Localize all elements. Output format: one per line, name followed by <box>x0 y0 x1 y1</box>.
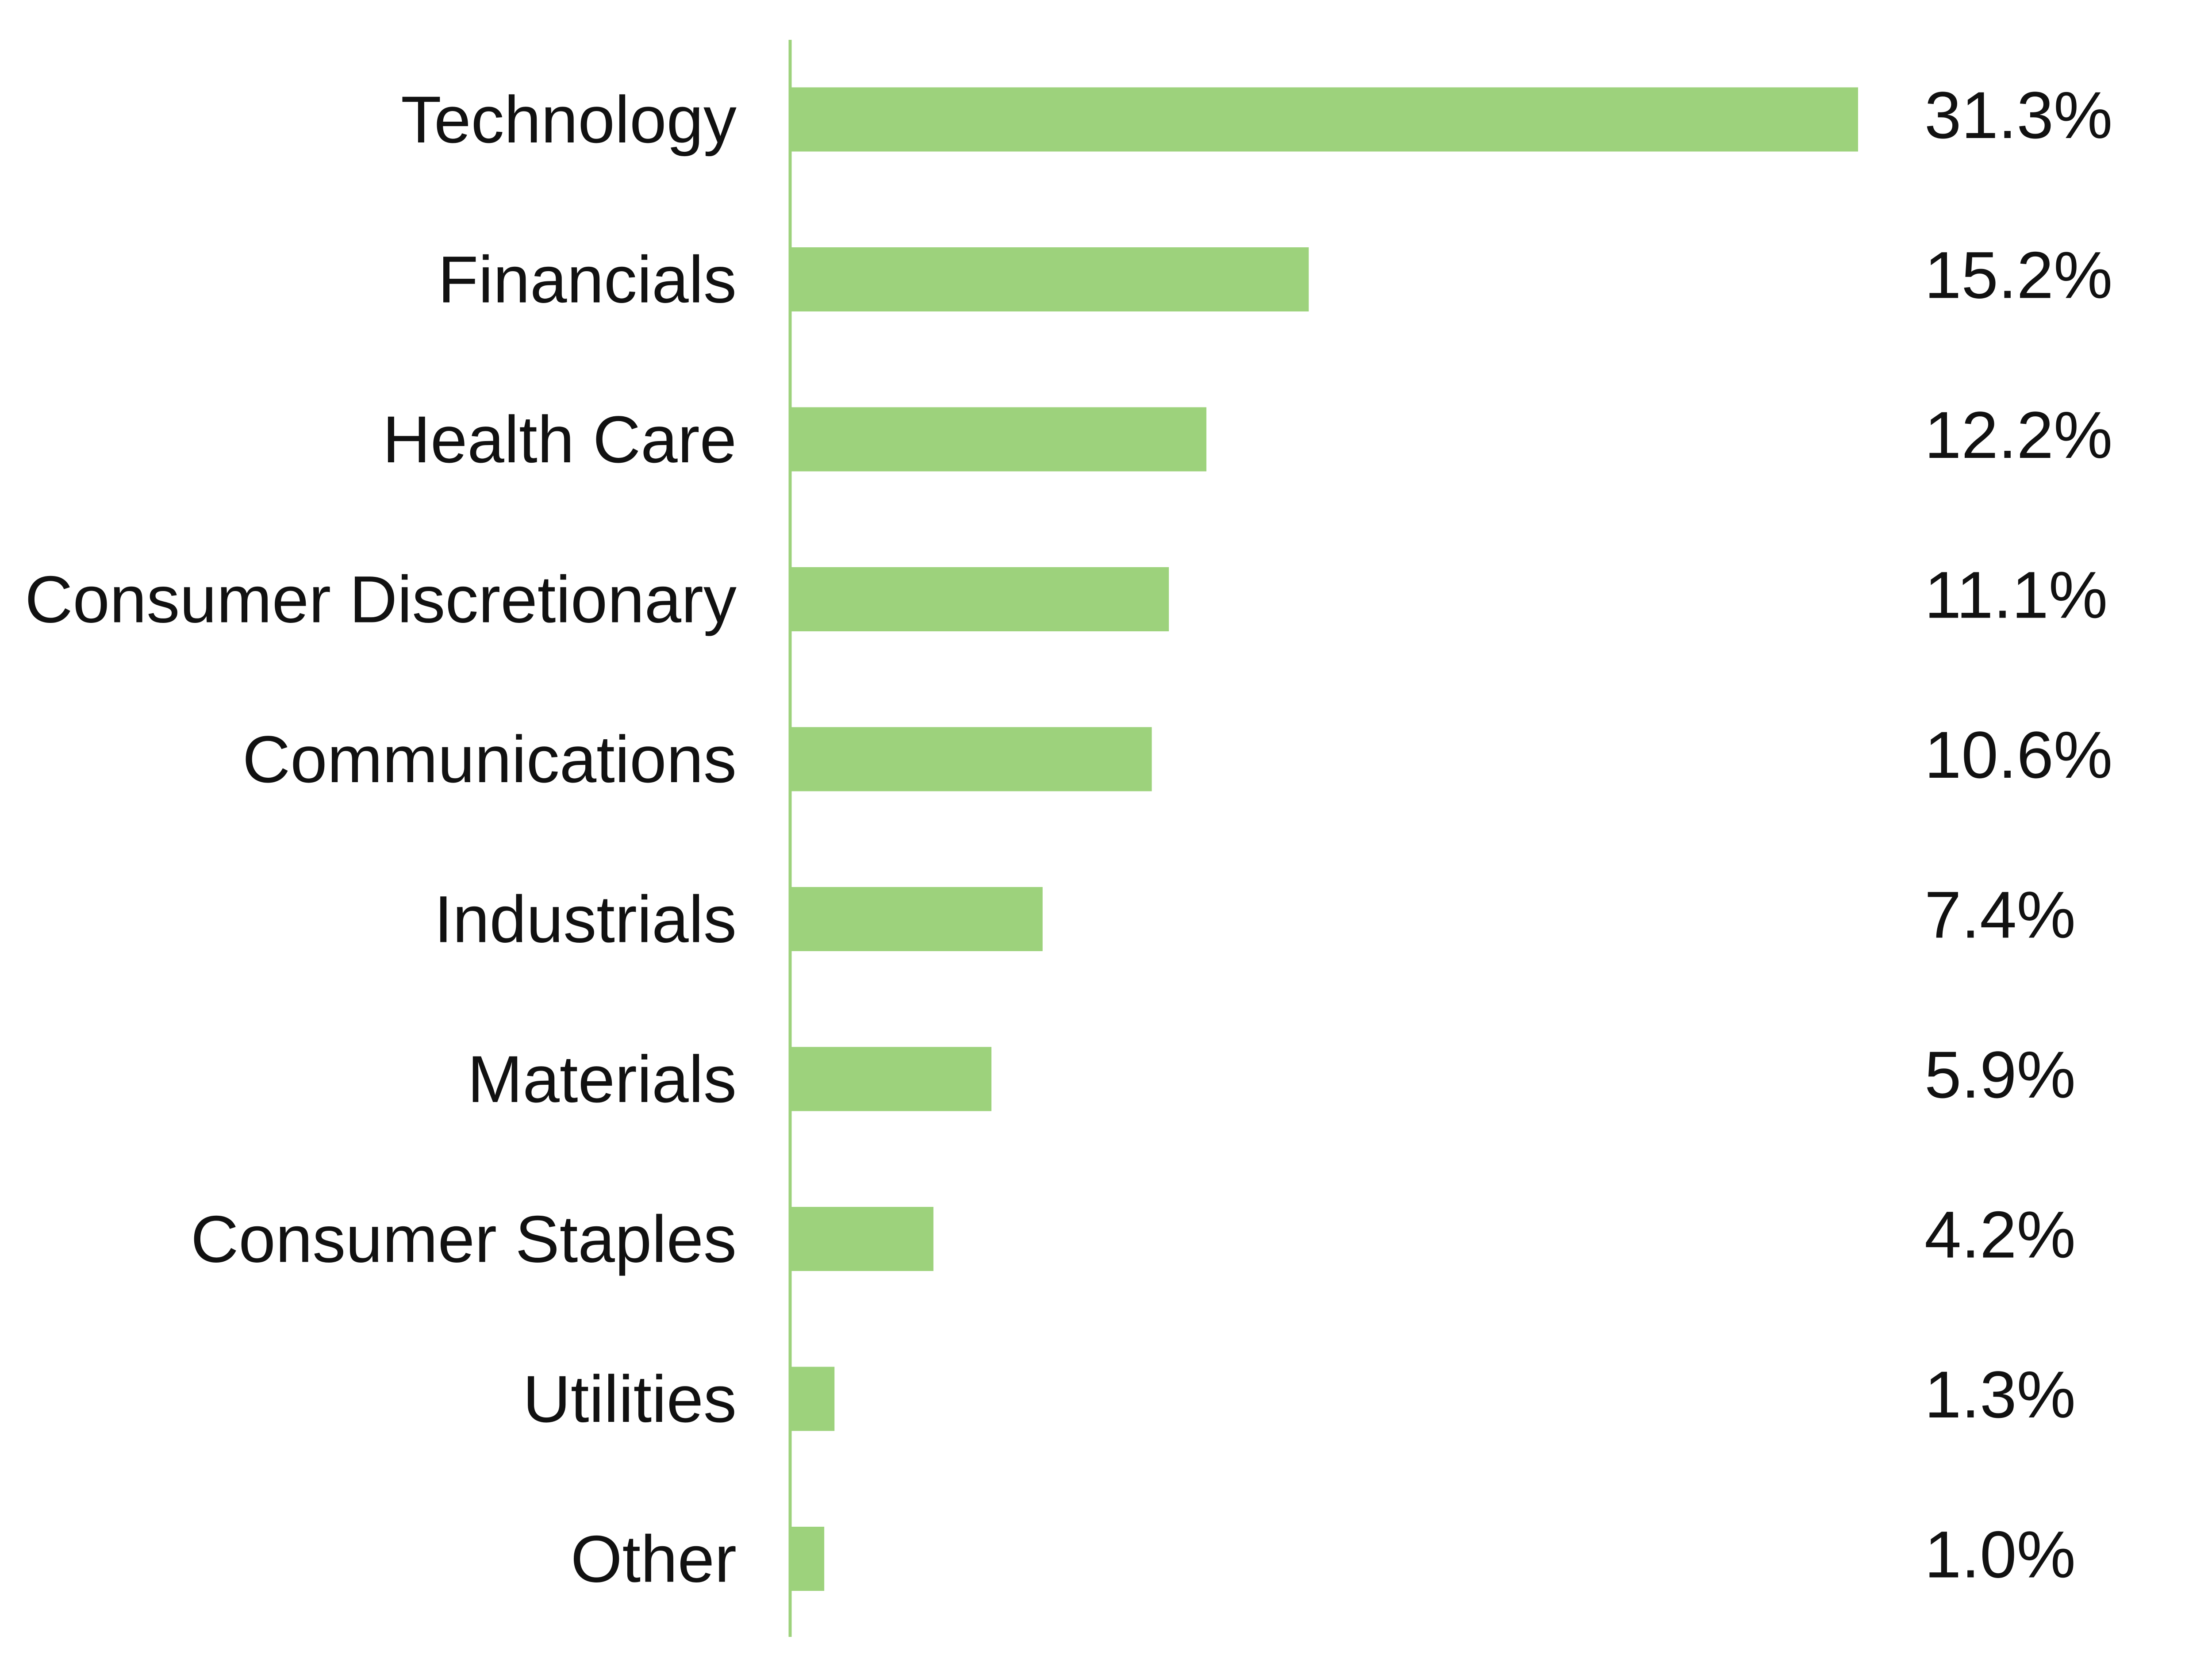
value-label-financials: 15.2% <box>1924 238 2112 312</box>
value-label-utilities: 1.3% <box>1924 1357 2076 1432</box>
category-label-financials: Financials <box>438 242 737 317</box>
value-label-consumer-discretionary: 11.1% <box>1924 558 2108 632</box>
bar-materials <box>790 1047 992 1111</box>
value-label-other: 1.0% <box>1924 1517 2076 1592</box>
bar-other <box>790 1527 825 1591</box>
value-label-technology: 31.3% <box>1924 78 2112 152</box>
value-label-communications: 10.6% <box>1924 718 2112 792</box>
category-label-consumer-discretionary: Consumer Discretionary <box>25 562 737 637</box>
bar-health-care <box>790 407 1206 472</box>
bars-group <box>790 87 1858 1591</box>
bar-technology <box>790 87 1858 152</box>
value-label-consumer-staples: 4.2% <box>1924 1198 2076 1272</box>
value-label-health-care: 12.2% <box>1924 398 2112 472</box>
bar-consumer-staples <box>790 1207 933 1271</box>
category-label-health-care: Health Care <box>383 402 737 476</box>
category-label-other: Other <box>571 1522 737 1596</box>
category-label-consumer-staples: Consumer Staples <box>191 1202 737 1276</box>
bar-consumer-discretionary <box>790 567 1169 631</box>
bar-communications <box>790 727 1152 791</box>
category-label-technology: Technology <box>401 82 737 157</box>
value-label-industrials: 7.4% <box>1924 878 2076 952</box>
category-label-industrials: Industrials <box>434 882 737 956</box>
bar-industrials <box>790 887 1043 951</box>
category-label-materials: Materials <box>468 1042 737 1116</box>
category-label-utilities: Utilities <box>523 1362 737 1436</box>
bar-financials <box>790 247 1309 311</box>
category-labels-group: Technology Financials Health Care Consumer … <box>25 82 737 1596</box>
value-label-materials: 5.9% <box>1924 1037 2076 1112</box>
value-labels-group: 31.3% 15.2% 12.2% 11.1% 10.6% 7.4% 5.9% 4.2% 1.3… <box>1924 78 2112 1592</box>
category-label-communications: Communications <box>242 722 737 796</box>
bar-utilities <box>790 1367 835 1431</box>
